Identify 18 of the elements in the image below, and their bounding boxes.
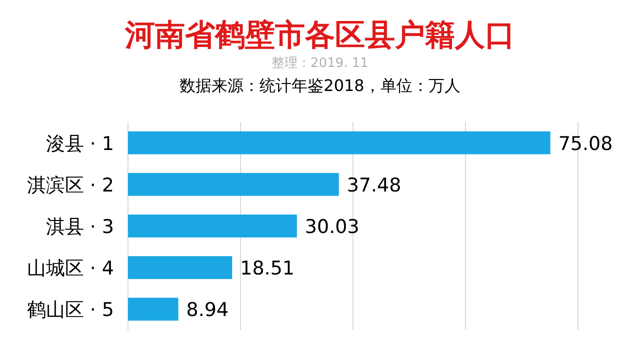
y-tick-label: 淇滨区 · 2 <box>26 174 114 196</box>
chart-title: 河南省鹤壁市各区县户籍人口 <box>124 18 515 53</box>
bar <box>128 172 339 196</box>
y-tick-label: 山城区 · 4 <box>26 258 114 280</box>
bar <box>128 131 550 154</box>
data-label: 75.08 <box>558 132 613 155</box>
data-label: 8.94 <box>186 299 229 322</box>
data-label: 18.51 <box>240 258 295 280</box>
data-label: 37.48 <box>346 174 402 196</box>
bar <box>128 256 232 280</box>
data-label: 30.03 <box>304 216 360 238</box>
y-tick-label: 淇县 · 3 <box>46 216 114 238</box>
y-tick-label: 鹤山区 · 5 <box>26 299 114 322</box>
chart-subtitle: 整理：2019. 11 <box>272 56 368 71</box>
source-note: 数据来源：统计年鉴2018，单位：万人 <box>180 76 460 95</box>
bar <box>128 298 178 321</box>
bar <box>128 214 297 238</box>
y-tick-label: 浚县 · 1 <box>46 132 114 155</box>
